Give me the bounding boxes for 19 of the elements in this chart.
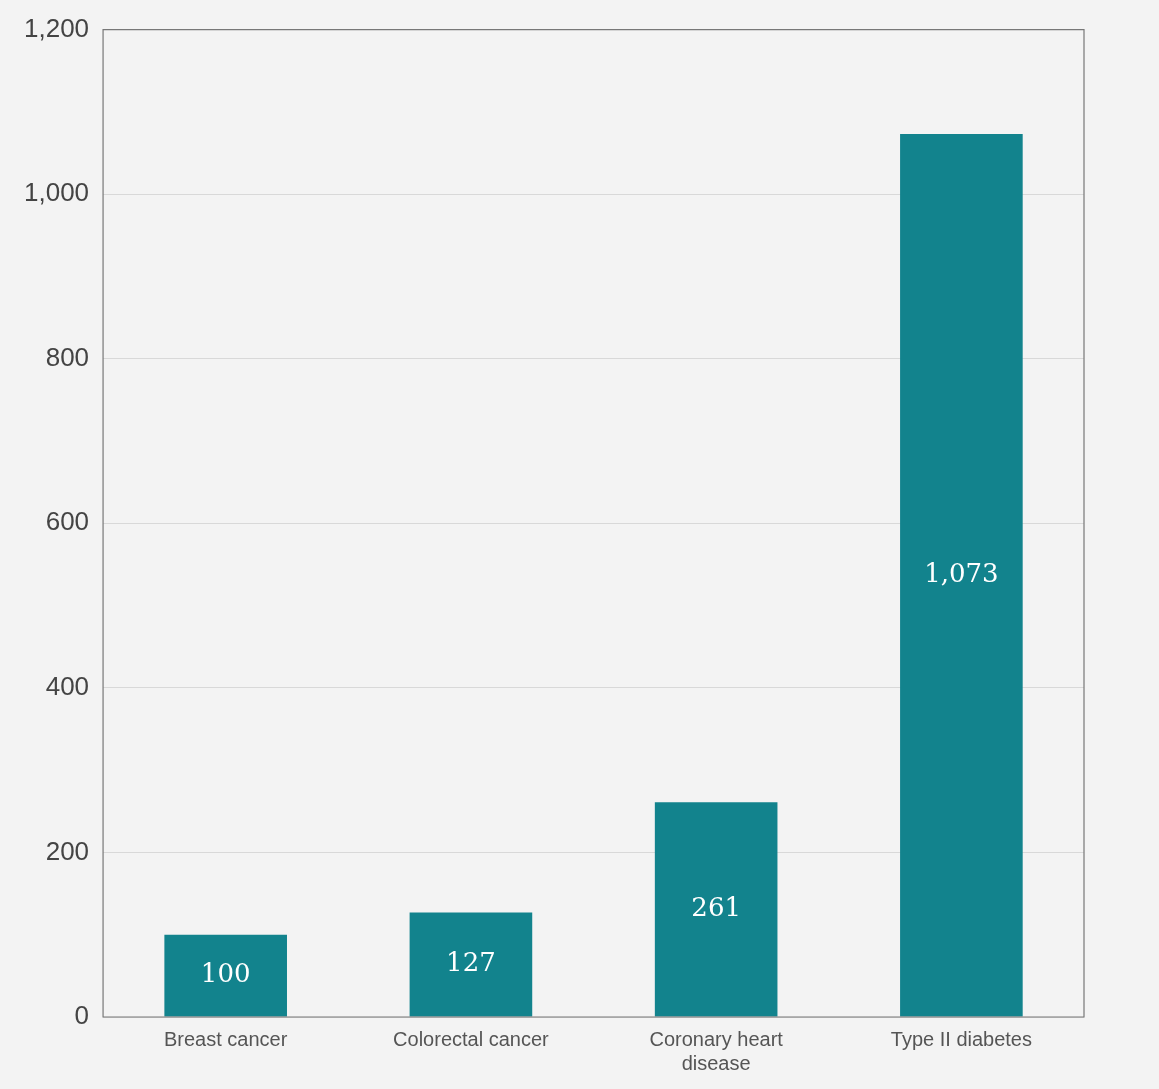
x-tick-label: Type II diabetes — [890, 1027, 1032, 1050]
y-tick-label: 400 — [45, 671, 90, 702]
x-tick-label: Breast cancer — [163, 1027, 288, 1050]
x-tick-label: Coronary heart disease — [649, 1027, 784, 1074]
bar — [900, 134, 1023, 1017]
y-tick-label: 600 — [45, 506, 90, 537]
data-label: 261 — [691, 892, 741, 923]
data-label: 127 — [446, 947, 496, 978]
y-tick-label: 0 — [74, 1000, 90, 1031]
y-tick-label: 1,000 — [23, 177, 90, 208]
bar — [654, 802, 778, 1017]
bar — [409, 912, 533, 1017]
data-label: 1,073 — [924, 558, 999, 589]
y-tick-label: 1,200 — [23, 12, 90, 43]
y-tick-label: 800 — [45, 341, 90, 372]
x-tick-label: Colorectal cancer — [393, 1027, 550, 1050]
y-tick-label: 200 — [45, 835, 90, 866]
data-label: 100 — [200, 958, 251, 989]
bar — [164, 934, 287, 1017]
